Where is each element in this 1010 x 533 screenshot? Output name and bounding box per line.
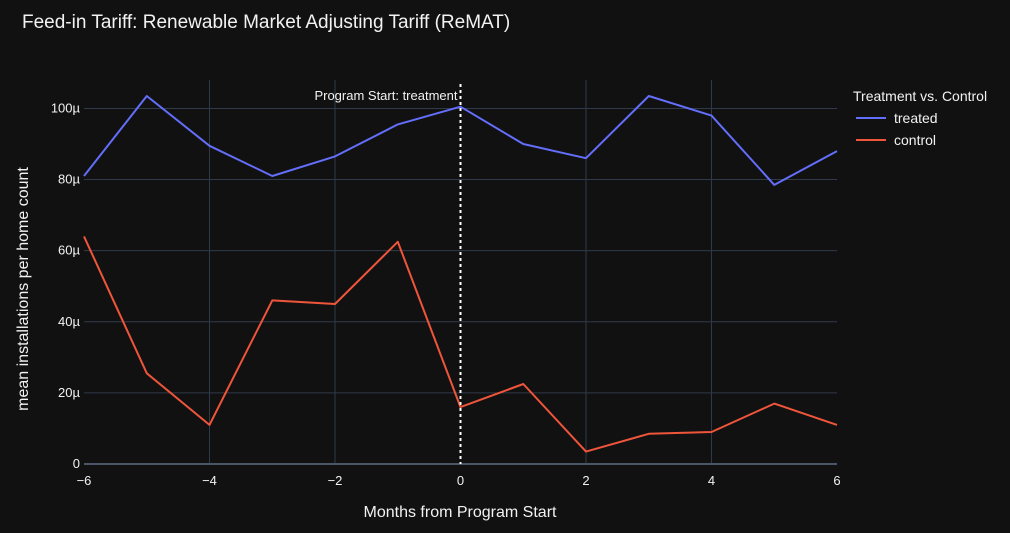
y-axis-title: mean installations per home count <box>15 167 32 411</box>
legend-label: control <box>894 132 936 148</box>
x-axis-title: Months from Program Start <box>364 504 558 521</box>
x-tick-label: −2 <box>328 473 343 488</box>
annotation-label: Program Start: treatment <box>314 88 457 103</box>
x-tick-label: 4 <box>708 473 715 488</box>
x-tick-label: 0 <box>457 473 464 488</box>
legend-item-treated[interactable]: treated <box>856 110 938 126</box>
y-tick-label: 20µ <box>58 385 80 400</box>
chart-title: Feed-in Tariff: Renewable Market Adjusti… <box>22 12 510 33</box>
x-tick-label: −4 <box>202 473 217 488</box>
annotation-layer: Program Start: treatment <box>314 84 462 464</box>
legend[interactable]: Treatment vs. Control treated control <box>853 88 987 148</box>
legend-item-control[interactable]: control <box>856 132 936 148</box>
x-tick-label: 2 <box>582 473 589 488</box>
y-tick-label: 80µ <box>58 172 80 187</box>
series-line-control[interactable] <box>83 235 838 453</box>
series-layer <box>83 95 838 453</box>
legend-title: Treatment vs. Control <box>853 88 987 104</box>
y-tick-label: 40µ <box>58 314 80 329</box>
legend-label: treated <box>894 110 938 126</box>
y-tick-label: 0 <box>73 456 80 471</box>
x-tick-label: −6 <box>77 473 92 488</box>
y-tick-label: 100µ <box>51 100 81 115</box>
axis-layer: −6 −4 −2 0 2 4 6 0 20µ 40µ 60µ 80µ 100µ <box>51 100 841 488</box>
series-line-treated[interactable] <box>83 95 838 186</box>
y-tick-label: 60µ <box>58 243 80 258</box>
x-tick-label: 6 <box>833 473 840 488</box>
